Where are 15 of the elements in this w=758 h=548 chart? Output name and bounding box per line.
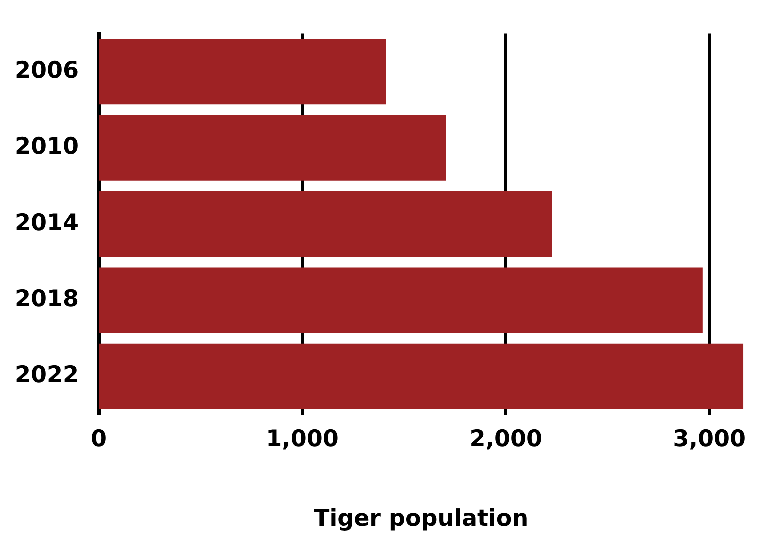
y-tick-label: 2022: [14, 362, 79, 389]
x-tick-label: 1,000: [266, 426, 339, 453]
bar: [99, 39, 386, 105]
y-tick-label: 2006: [14, 58, 79, 84]
x-tick-label: 2,000: [470, 426, 542, 453]
bar: [99, 115, 446, 181]
x-axis-title: Tiger population: [314, 506, 529, 532]
x-tick-label: 3,000: [673, 426, 746, 453]
bar: [99, 344, 744, 410]
bar: [99, 192, 552, 258]
y-tick-label: 2018: [14, 286, 79, 312]
y-tick-label: 2010: [14, 134, 79, 160]
x-tick-label: 0: [90, 426, 108, 453]
y-tick-label: 2014: [14, 210, 79, 236]
bar: [99, 268, 703, 334]
